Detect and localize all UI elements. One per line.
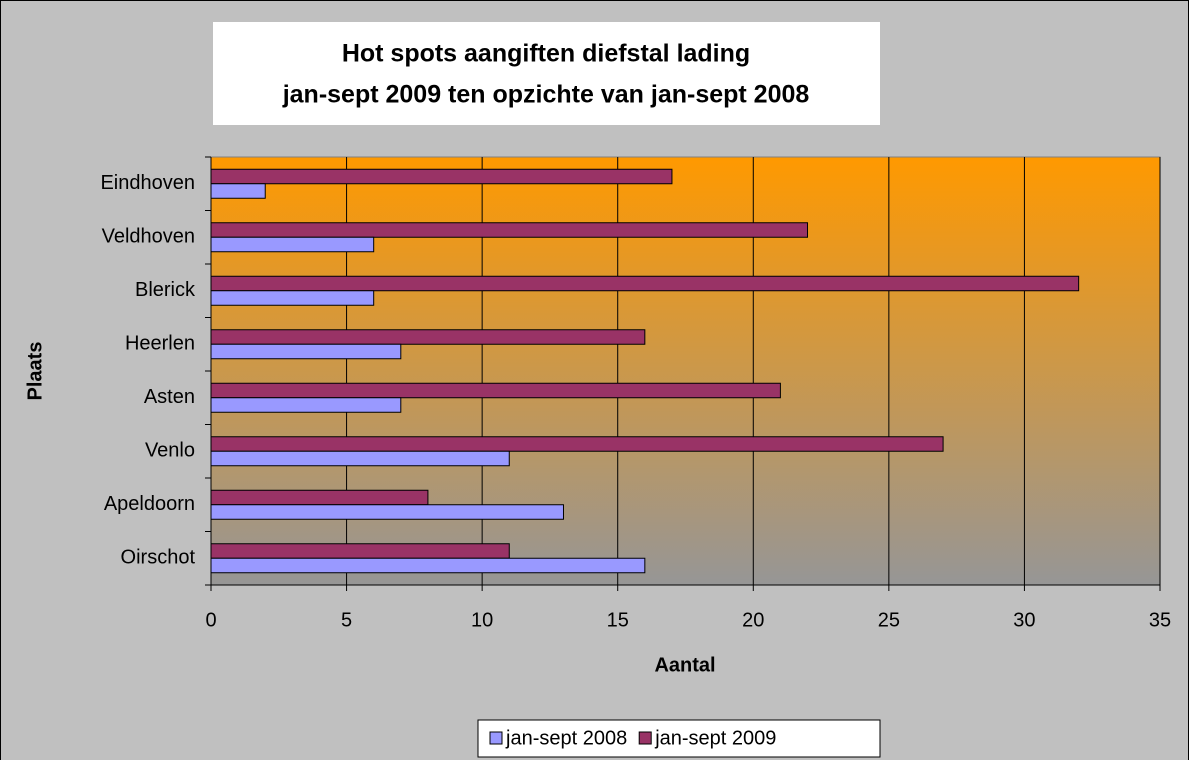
chart-title: Hot spots aangiften diefstal lading bbox=[342, 40, 750, 68]
bar bbox=[210, 236, 375, 253]
bar bbox=[210, 222, 809, 238]
bar bbox=[210, 382, 781, 399]
x-tick-label: 5 bbox=[341, 609, 352, 631]
y-tick-label: Oirschot bbox=[121, 547, 196, 569]
plot-area bbox=[210, 156, 1161, 586]
title-box bbox=[213, 22, 880, 125]
y-tick-label: Veldhoven bbox=[102, 226, 195, 248]
x-tick-label: 20 bbox=[742, 609, 764, 631]
legend-label: jan-sept 2009 bbox=[654, 727, 776, 749]
y-tick-label: Heerlen bbox=[125, 333, 195, 355]
legend-swatch bbox=[489, 731, 503, 745]
bar bbox=[210, 436, 944, 452]
y-tick-label: Blerick bbox=[135, 279, 196, 301]
legend-label: jan-sept 2008 bbox=[505, 727, 627, 749]
bar bbox=[210, 343, 402, 360]
y-axis-label: Plaats bbox=[24, 342, 46, 401]
chart-title: jan-sept 2009 ten opzichte van jan-sept … bbox=[282, 81, 810, 109]
x-axis-label: Aantal bbox=[654, 654, 715, 676]
legend bbox=[477, 719, 881, 758]
x-tick-label: 35 bbox=[1149, 609, 1171, 631]
bar bbox=[210, 489, 429, 506]
legend-swatch bbox=[638, 731, 652, 745]
bar bbox=[210, 275, 1080, 292]
bar bbox=[210, 168, 673, 185]
bar bbox=[210, 329, 646, 345]
bar bbox=[210, 290, 375, 306]
y-tick-label: Asten bbox=[144, 386, 195, 408]
y-tick-label: Eindhoven bbox=[100, 172, 195, 194]
x-tick-label: 30 bbox=[1013, 609, 1035, 631]
x-tick-label: 0 bbox=[205, 609, 216, 631]
x-tick-label: 25 bbox=[878, 609, 900, 631]
bar bbox=[210, 504, 564, 520]
y-tick-label: Venlo bbox=[145, 440, 195, 462]
y-tick-label: Apeldoorn bbox=[104, 493, 195, 515]
bar bbox=[210, 543, 510, 559]
bar bbox=[210, 183, 266, 199]
bar bbox=[210, 397, 402, 413]
x-tick-label: 10 bbox=[471, 609, 493, 631]
x-tick-label: 15 bbox=[607, 609, 629, 631]
bar bbox=[210, 557, 646, 574]
bar bbox=[210, 450, 510, 467]
